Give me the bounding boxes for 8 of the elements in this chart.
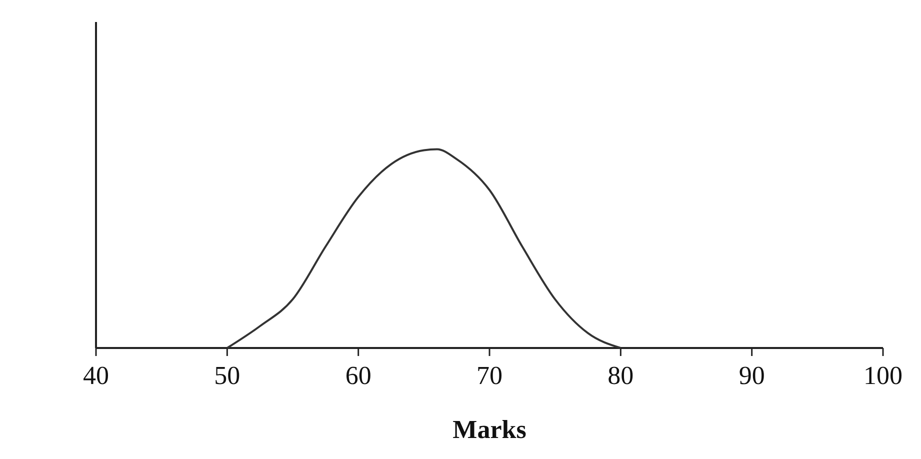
x-tick-label: 90 [738, 361, 765, 390]
x-tick-label: 70 [476, 361, 502, 390]
x-tick-label: 60 [345, 361, 372, 390]
x-axis-title: Marks [452, 415, 526, 444]
x-tick-label: 100 [864, 361, 902, 390]
x-tick-label: 40 [83, 361, 109, 390]
x-tick-label: 80 [608, 361, 634, 390]
x-tick-label: 50 [214, 361, 240, 390]
